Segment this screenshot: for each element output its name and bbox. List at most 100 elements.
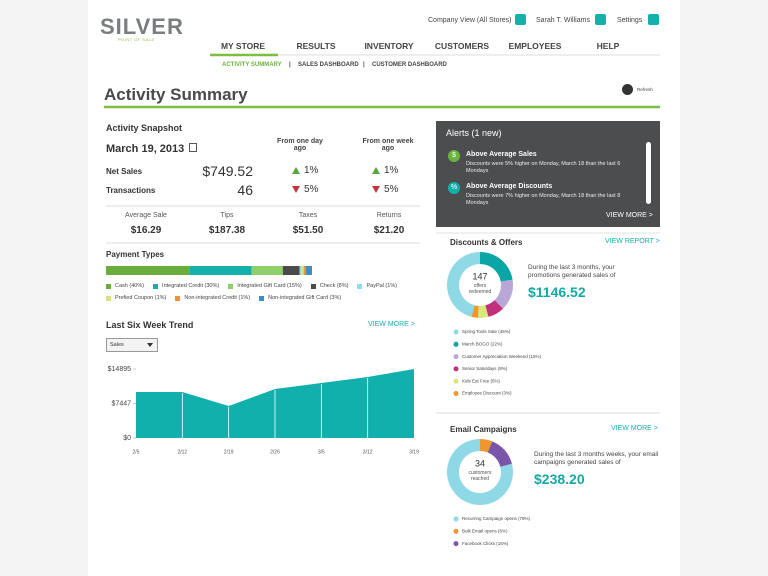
nav-item[interactable]: CUSTOMERS [434,41,490,51]
dropdown[interactable]: Sales [106,338,158,352]
legend-swatch [106,283,111,289]
nav-item[interactable]: RESULTS [296,41,336,51]
refresh[interactable]: Refresh [637,87,653,92]
change-value: 5% [304,184,319,195]
legend-label: Integrated Credit (30%) [162,283,220,289]
top-link[interactable]: Sarah T. Williams [536,17,590,24]
view-more[interactable]: VIEW MORE > [368,321,415,328]
stat-value: $16.29 [130,225,162,236]
summary-text: During the last 3 months weeks, your ema… [534,451,659,466]
legend-item: Integrated Credit (30%) [153,283,219,289]
dropdown-arrow [147,343,153,347]
summary-amount: $1146.52 [528,284,586,300]
legend-item: Cash (40%) [106,283,144,289]
legend-swatch [310,283,316,289]
date: March 19, 2013 [106,143,185,155]
stat-label: Returns [376,212,402,219]
legend-swatch [357,283,363,289]
legend-swatch [175,295,181,301]
row-value: 46 [237,182,253,198]
summary-text: During the last 3 months, your promotion… [528,264,616,279]
legend-item: Check (8%) [310,283,349,289]
change-value: 1% [384,165,399,176]
legend-swatch [106,295,111,301]
nav-item[interactable]: HELP [596,41,620,51]
nav-item[interactable]: INVENTORY [364,41,414,51]
alert-title: Above Average Sales [466,151,537,158]
alert-text: Discounts were 7% higher on Monday, Marc… [466,193,621,206]
section-title: Last Six Week Trend [106,320,194,330]
stat-value: $21.20 [373,225,405,236]
row-value: $749.52 [202,163,253,179]
sub-nav-item[interactable]: ACTIVITY SUMMARY [222,62,282,68]
change-value: 1% [304,165,319,176]
page-title: Activity Summary [104,85,248,104]
legend-label: PayPal (1%) [366,283,398,289]
center-label: offers redeemed [468,283,492,295]
legend-swatch [153,283,159,289]
payment-legend: Cash (40%) Integrated Credit (30%) Integra… [106,283,436,301]
legend-item: Non-integrated Gift Card (3%) [259,295,341,301]
top-link-icon[interactable] [595,14,606,25]
alert-text: Discounts were 5% higher on Monday, Marc… [466,161,621,174]
scrollbar[interactable] [646,142,651,204]
section-title: Activity Snapshot [106,123,183,133]
legend-label: Check (8%) [319,283,349,289]
view-more[interactable]: VIEW MORE > [606,212,653,219]
stat-label: Taxes [298,212,318,219]
top-link[interactable]: Settings [617,17,643,24]
separator: | [363,62,365,68]
alert-icon: $ [448,150,460,162]
legend-item: Prefied Coupon (1%) [106,295,166,301]
view-link[interactable]: VIEW REPORT > [605,238,660,245]
sub-nav-item[interactable]: SALES DASHBOARD [298,62,359,68]
legend-swatch [259,295,265,301]
sub-nav-item[interactable]: CUSTOMER DASHBOARD [372,62,447,68]
legend-label: Cash (40%) [115,283,145,289]
row-label: Transactions [106,186,156,195]
legend-label: Integrated Gift Card (15%) [237,283,302,289]
change-arrow [292,167,300,174]
refresh-icon[interactable] [622,84,633,95]
legend-item: Non-integrated Credit (1%) [175,295,250,301]
top-link-icon[interactable] [648,14,659,25]
stat-label: Tips [220,212,234,219]
dropdown-value: Sales [110,342,124,348]
row-label: Net Sales [106,167,143,176]
legend-item: PayPal (1%) [357,283,397,289]
separator: | [289,62,291,68]
change-arrow [372,167,380,174]
calendar-icon[interactable] [189,143,197,152]
legend-label: Non-integrated Gift Card (3%) [268,295,342,301]
stat-value: $187.38 [208,225,246,236]
legend-item: Integrated Gift Card (15%) [228,283,302,289]
top-link[interactable]: Company View (All Stores) [428,17,512,24]
column-header: From one day ago [277,138,323,152]
column-header: From one week ago [362,138,414,152]
change-value: 5% [384,184,399,195]
section-title: Discounts & Offers [450,238,523,247]
alert-icon: % [448,182,460,194]
top-link-icon[interactable] [515,14,526,25]
alert-title: Above Average Discounts [466,183,553,190]
legend-label: Non-integrated Credit (1%) [184,295,251,301]
legend-label: Prefied Coupon (1%) [115,295,167,301]
stat-value: $51.50 [292,225,324,236]
center-label: customers reached [468,470,492,482]
nav-item[interactable]: EMPLOYEES [508,41,562,51]
section-title: Email Campaigns [450,425,517,434]
view-link[interactable]: VIEW MORE > [611,425,658,432]
change-arrow [292,186,300,193]
tagline: POINT OF SALE [118,37,155,42]
nav-item[interactable]: MY STORE [220,41,266,51]
summary-amount: $238.20 [534,471,585,487]
legend-swatch [228,283,234,289]
logo[interactable]: SILVER [100,14,184,39]
stat-label: Average Sale [125,212,167,219]
section-title: Payment Types [106,250,165,259]
alerts-title: Alerts (1 new) [446,128,502,138]
page [88,0,680,576]
alerts-panel [436,121,660,227]
change-arrow [372,186,380,193]
